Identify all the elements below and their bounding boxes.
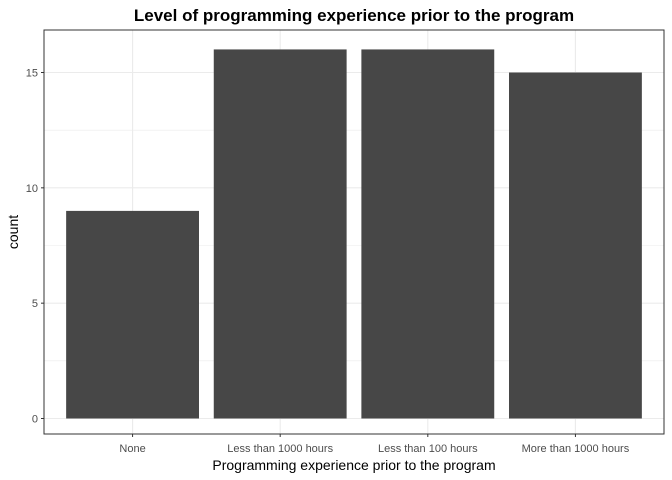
- bar-3: [361, 49, 495, 419]
- y-tick-label: 0: [32, 414, 38, 426]
- bar-4: [509, 72, 642, 419]
- y-axis-title: count: [5, 215, 21, 249]
- y-tick-label: 5: [32, 298, 38, 310]
- panel-border: [43, 29, 665, 435]
- bar-2: [213, 49, 347, 419]
- x-tick-label: Less than 1000 hours: [227, 443, 333, 455]
- y-tick-label: 10: [26, 183, 38, 195]
- x-tick-label: More than 1000 hours: [522, 443, 630, 455]
- bar-1: [66, 210, 200, 419]
- x-axis-title: Programming experience prior to the prog…: [212, 457, 495, 473]
- y-axis-ticks: 0 5 10 15: [26, 68, 44, 426]
- x-axis-ticks: None Less than 1000 hours Less than 100 ho…: [119, 434, 630, 455]
- chart-title: Level of programming experience prior to…: [134, 6, 574, 25]
- x-tick-label: Less than 100 hours: [378, 443, 478, 455]
- bars: [66, 49, 642, 419]
- x-tick-label: None: [119, 443, 145, 455]
- y-tick-label: 15: [26, 68, 38, 80]
